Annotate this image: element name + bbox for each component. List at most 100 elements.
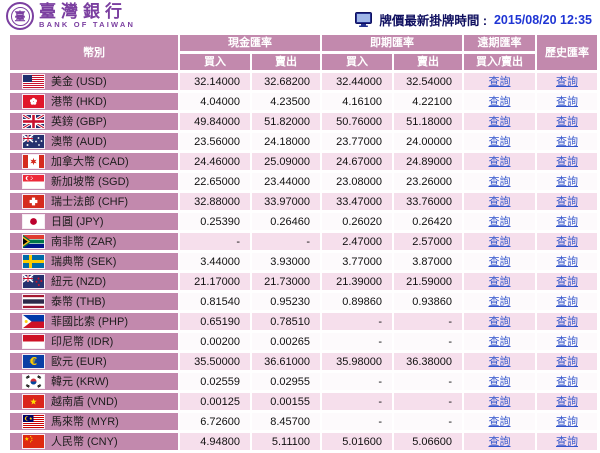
forward-query-link[interactable]: 查詢: [488, 256, 511, 268]
spot-sell-cell: -: [394, 373, 462, 390]
history-query-link[interactable]: 查詢: [556, 156, 578, 168]
quote-time-value: 2015/08/20 12:35: [493, 12, 592, 27]
exchange-rate-table: 幣別 現金匯率 即期匯率 遠期匯率 歷史匯率 買入 賣出 買入 賣出 買入/賣出…: [8, 32, 599, 453]
history-query-link[interactable]: 查詢: [556, 416, 578, 428]
cash-sell-cell: 4.23500: [252, 93, 320, 110]
spot-sell-cell: 33.76000: [394, 193, 462, 210]
flag-za-icon: [23, 234, 44, 248]
history-query-link[interactable]: 查詢: [556, 96, 578, 108]
spot-sell-cell: 21.59000: [394, 273, 462, 290]
spot-sell-cell: -: [394, 413, 462, 430]
cash-sell-cell: 32.68200: [252, 73, 320, 90]
forward-query-link[interactable]: 查詢: [488, 376, 511, 388]
currency-name: 瑞士法郎 (CHF): [51, 195, 128, 208]
forward-query-link[interactable]: 查詢: [488, 156, 511, 168]
cash-sell-cell: 8.45700: [252, 413, 320, 430]
forward-query-link[interactable]: 查詢: [488, 316, 511, 328]
flag-se-icon: [23, 254, 44, 268]
forward-query-link[interactable]: 查詢: [488, 236, 511, 248]
forward-rate-cell: 查詢: [464, 153, 535, 170]
history-rate-cell: 查詢: [537, 233, 597, 250]
history-query-link[interactable]: 查詢: [556, 276, 578, 288]
forward-query-link[interactable]: 查詢: [488, 336, 511, 348]
spot-buy-cell: 35.98000: [322, 353, 392, 370]
currency-cell: 美金 (USD): [10, 73, 178, 90]
spot-buy-cell: 2.47000: [322, 233, 392, 250]
spot-buy-cell: 4.16100: [322, 93, 392, 110]
history-query-link[interactable]: 查詢: [556, 436, 578, 448]
currency-cell: 人民幣 (CNY): [10, 433, 178, 450]
currency-name: 港幣 (HKD): [51, 95, 107, 108]
history-query-link[interactable]: 查詢: [556, 376, 578, 388]
forward-query-link[interactable]: 查詢: [488, 416, 511, 428]
monitor-icon: [355, 12, 373, 27]
history-query-link[interactable]: 查詢: [556, 336, 578, 348]
history-query-link[interactable]: 查詢: [556, 176, 578, 188]
table-row: 瑞士法郎 (CHF) 32.88000 33.97000 33.47000 33.760…: [10, 193, 597, 210]
cash-buy-cell: 49.84000: [180, 113, 250, 130]
currency-name: 日圓 (JPY): [51, 215, 104, 228]
currency-name: 歐元 (EUR): [51, 355, 107, 368]
currency-cell: 瑞士法郎 (CHF): [10, 193, 178, 210]
currency-cell: 新加坡幣 (SGD): [10, 173, 178, 190]
forward-query-link[interactable]: 查詢: [488, 216, 511, 228]
col-header-cash-buy: 買入: [180, 54, 250, 70]
currency-name: 加拿大幣 (CAD): [51, 155, 129, 168]
forward-query-link[interactable]: 查詢: [488, 296, 511, 308]
cash-buy-cell: 0.81540: [180, 293, 250, 310]
history-query-link[interactable]: 查詢: [556, 236, 578, 248]
table-row: 馬來幣 (MYR) 6.72600 8.45700- - 查詢 查詢: [10, 413, 597, 430]
spot-buy-cell: -: [322, 393, 392, 410]
currency-name: 越南盾 (VND): [51, 395, 118, 408]
currency-cell: 澳幣 (AUD): [10, 133, 178, 150]
history-rate-cell: 查詢: [537, 153, 597, 170]
cash-sell-cell: 0.78510: [252, 313, 320, 330]
history-query-link[interactable]: 查詢: [556, 396, 578, 408]
flag-cn-icon: [23, 434, 44, 448]
history-query-link[interactable]: 查詢: [556, 356, 578, 368]
history-rate-cell: 查詢: [537, 193, 597, 210]
spot-buy-cell: 0.26020: [322, 213, 392, 230]
table-row: 人民幣 (CNY) 4.94800 5.11100 5.01600 5.06600 查詢 查…: [10, 433, 597, 450]
table-row: 瑞典幣 (SEK) 3.44000 3.93000 3.77000 3.87000 查詢 查…: [10, 253, 597, 270]
spot-buy-cell: 24.67000: [322, 153, 392, 170]
history-rate-cell: 查詢: [537, 273, 597, 290]
table-row: € 歐元 (EUR) 35.50000 36.61000 35.98000 36.3800…: [10, 353, 597, 370]
forward-query-link[interactable]: 查詢: [488, 396, 511, 408]
spot-buy-cell: -: [322, 413, 392, 430]
history-rate-cell: 查詢: [537, 353, 597, 370]
cash-buy-cell: 32.88000: [180, 193, 250, 210]
history-query-link[interactable]: 查詢: [556, 256, 578, 268]
flag-nz-icon: [23, 274, 44, 288]
col-header-spot-sell: 賣出: [394, 54, 462, 70]
history-query-link[interactable]: 查詢: [556, 196, 578, 208]
forward-query-link[interactable]: 查詢: [488, 116, 511, 128]
forward-rate-cell: 查詢: [464, 113, 535, 130]
cash-buy-cell: 3.44000: [180, 253, 250, 270]
history-rate-cell: 查詢: [537, 173, 597, 190]
quote-time-label: 牌價最新掛牌時間 :: [379, 14, 487, 28]
history-query-link[interactable]: 查詢: [556, 116, 578, 128]
currency-cell: 印尼幣 (IDR): [10, 333, 178, 350]
spot-sell-cell: -: [394, 333, 462, 350]
forward-query-link[interactable]: 查詢: [488, 276, 511, 288]
forward-query-link[interactable]: 查詢: [488, 196, 511, 208]
cash-buy-cell: 4.94800: [180, 433, 250, 450]
table-row: 泰幣 (THB) 0.81540 0.95230 0.89860 0.93860 查詢 查詢: [10, 293, 597, 310]
history-query-link[interactable]: 查詢: [556, 316, 578, 328]
forward-query-link[interactable]: 查詢: [488, 96, 511, 108]
forward-query-link[interactable]: 查詢: [488, 76, 511, 88]
forward-query-link[interactable]: 查詢: [488, 176, 511, 188]
history-query-link[interactable]: 查詢: [556, 136, 578, 148]
forward-query-link[interactable]: 查詢: [488, 136, 511, 148]
history-rate-cell: 查詢: [537, 413, 597, 430]
history-query-link[interactable]: 查詢: [556, 76, 578, 88]
history-query-link[interactable]: 查詢: [556, 216, 578, 228]
bank-name-chinese: 臺灣銀行: [39, 2, 127, 22]
forward-query-link[interactable]: 查詢: [488, 436, 511, 448]
history-query-link[interactable]: 查詢: [556, 296, 578, 308]
forward-query-link[interactable]: 查詢: [488, 356, 511, 368]
currency-name: 澳幣 (AUD): [51, 135, 107, 148]
cash-buy-cell: 0.65190: [180, 313, 250, 330]
cash-sell-cell: 23.44000: [252, 173, 320, 190]
